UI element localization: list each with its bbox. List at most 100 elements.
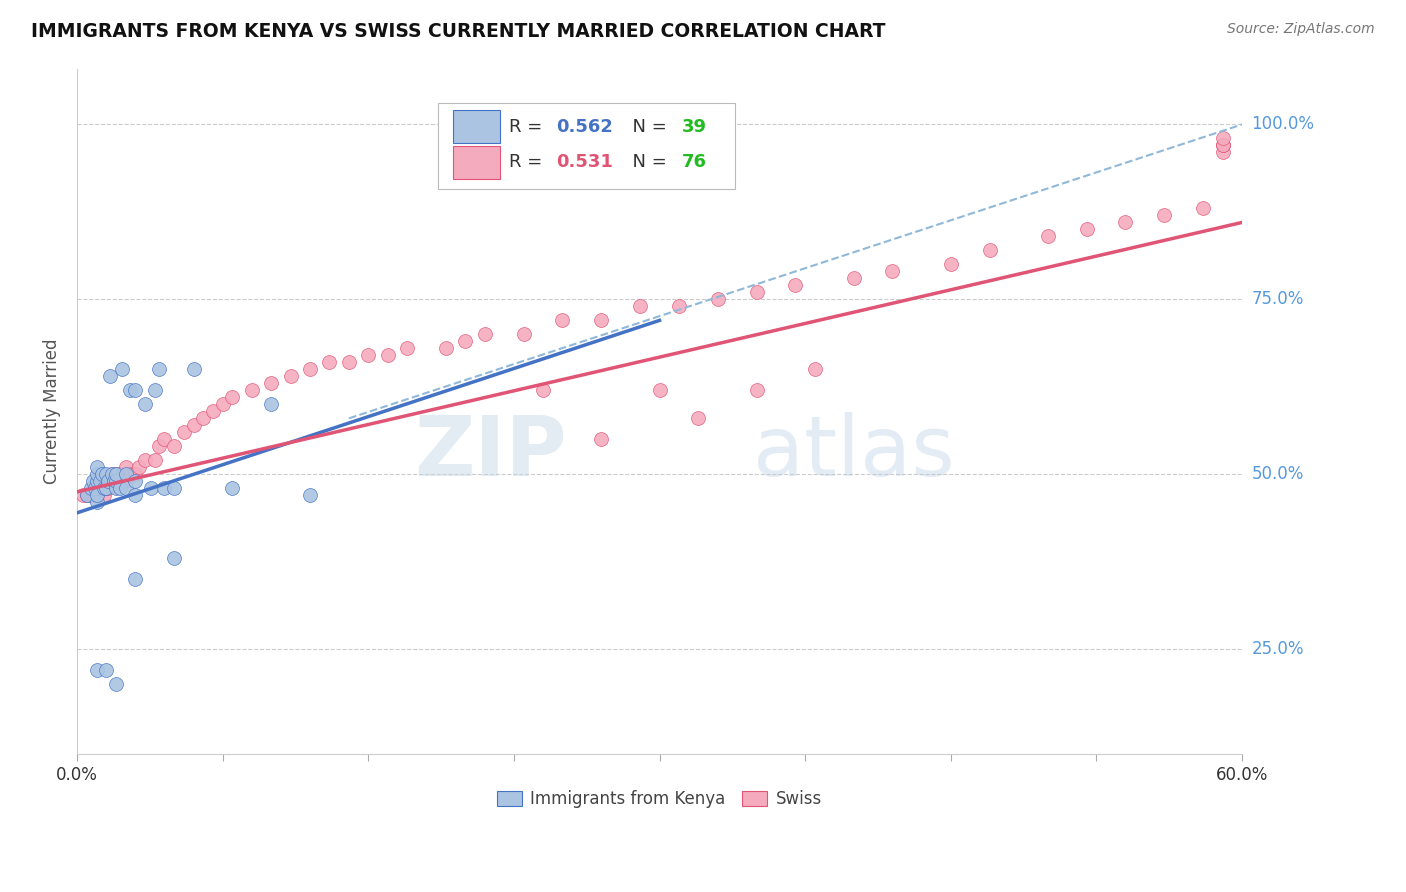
Point xyxy=(173,425,195,440)
Text: Source: ZipAtlas.com: Source: ZipAtlas.com xyxy=(1227,22,1375,37)
Point xyxy=(148,362,170,376)
Text: 25.0%: 25.0% xyxy=(1251,640,1303,658)
Point xyxy=(79,488,101,502)
Text: atlas: atlas xyxy=(752,412,955,493)
Point xyxy=(96,467,118,482)
Text: R =: R = xyxy=(509,153,548,171)
Point xyxy=(299,488,322,502)
Point xyxy=(86,475,108,489)
Point xyxy=(86,460,108,475)
Point xyxy=(260,397,283,411)
Point xyxy=(96,663,118,677)
Point xyxy=(111,362,134,376)
Point xyxy=(1192,202,1215,216)
Point xyxy=(108,467,131,482)
Point xyxy=(134,397,156,411)
Point xyxy=(1036,229,1059,244)
Text: ZIP: ZIP xyxy=(413,412,567,493)
Point xyxy=(434,342,457,356)
Text: N =: N = xyxy=(621,153,672,171)
Point xyxy=(87,488,110,502)
Point xyxy=(143,453,166,467)
Text: 75.0%: 75.0% xyxy=(1251,291,1303,309)
Point xyxy=(1212,145,1234,160)
Point xyxy=(118,384,141,398)
Point xyxy=(148,439,170,453)
Point xyxy=(163,481,186,495)
Point xyxy=(124,475,146,489)
Text: 0.531: 0.531 xyxy=(555,153,613,171)
Point xyxy=(97,475,120,489)
FancyBboxPatch shape xyxy=(439,103,735,188)
Text: 39: 39 xyxy=(682,118,707,136)
Point xyxy=(82,488,104,502)
Point xyxy=(1153,209,1175,223)
Point xyxy=(1212,138,1234,153)
Point xyxy=(76,488,98,502)
Point xyxy=(124,572,146,586)
Point xyxy=(153,433,176,447)
Point xyxy=(103,475,125,489)
Point xyxy=(745,285,768,300)
Point xyxy=(979,244,1001,258)
Text: 76: 76 xyxy=(682,153,707,171)
Point xyxy=(104,475,127,489)
Point xyxy=(143,384,166,398)
Point xyxy=(128,460,150,475)
Point xyxy=(804,362,827,376)
Point xyxy=(183,418,205,433)
Point xyxy=(91,481,114,495)
Point xyxy=(104,475,127,489)
Point xyxy=(120,467,142,482)
Point xyxy=(628,300,651,314)
Point xyxy=(86,488,108,502)
Point xyxy=(124,384,146,398)
Point xyxy=(745,384,768,398)
Point xyxy=(163,439,186,453)
Point xyxy=(96,475,118,489)
Point xyxy=(221,481,243,495)
Point xyxy=(82,475,104,489)
Point xyxy=(91,467,114,482)
Point xyxy=(89,481,111,495)
Point xyxy=(882,264,904,278)
Point xyxy=(101,467,124,482)
Point xyxy=(77,488,100,502)
Point xyxy=(98,475,121,489)
Point xyxy=(551,313,574,327)
Point xyxy=(104,677,127,691)
Text: 100.0%: 100.0% xyxy=(1251,115,1315,134)
Point xyxy=(318,355,340,369)
Point xyxy=(396,342,419,356)
Point xyxy=(454,334,477,349)
Point xyxy=(114,475,136,489)
Point xyxy=(512,327,534,342)
Text: R =: R = xyxy=(509,118,548,136)
Point xyxy=(114,467,136,482)
Point xyxy=(163,551,186,566)
Text: IMMIGRANTS FROM KENYA VS SWISS CURRENTLY MARRIED CORRELATION CHART: IMMIGRANTS FROM KENYA VS SWISS CURRENTLY… xyxy=(31,22,886,41)
Point xyxy=(591,433,613,447)
Point xyxy=(688,411,710,425)
Point xyxy=(97,481,120,495)
Point xyxy=(591,313,613,327)
Text: 50.0%: 50.0% xyxy=(1251,466,1303,483)
Point xyxy=(83,488,105,502)
Point xyxy=(357,348,380,362)
Point xyxy=(86,467,108,482)
Point xyxy=(139,481,162,495)
Point xyxy=(1212,138,1234,153)
Point xyxy=(124,467,146,482)
Point xyxy=(86,663,108,677)
Point xyxy=(89,475,111,489)
Point xyxy=(939,257,962,271)
Point xyxy=(86,481,108,495)
Point xyxy=(474,327,496,342)
Point xyxy=(1114,215,1136,229)
Point xyxy=(83,481,105,495)
Point xyxy=(93,488,115,502)
Point xyxy=(531,384,554,398)
Point xyxy=(1212,138,1234,153)
Point xyxy=(86,495,108,509)
Point xyxy=(96,481,118,495)
